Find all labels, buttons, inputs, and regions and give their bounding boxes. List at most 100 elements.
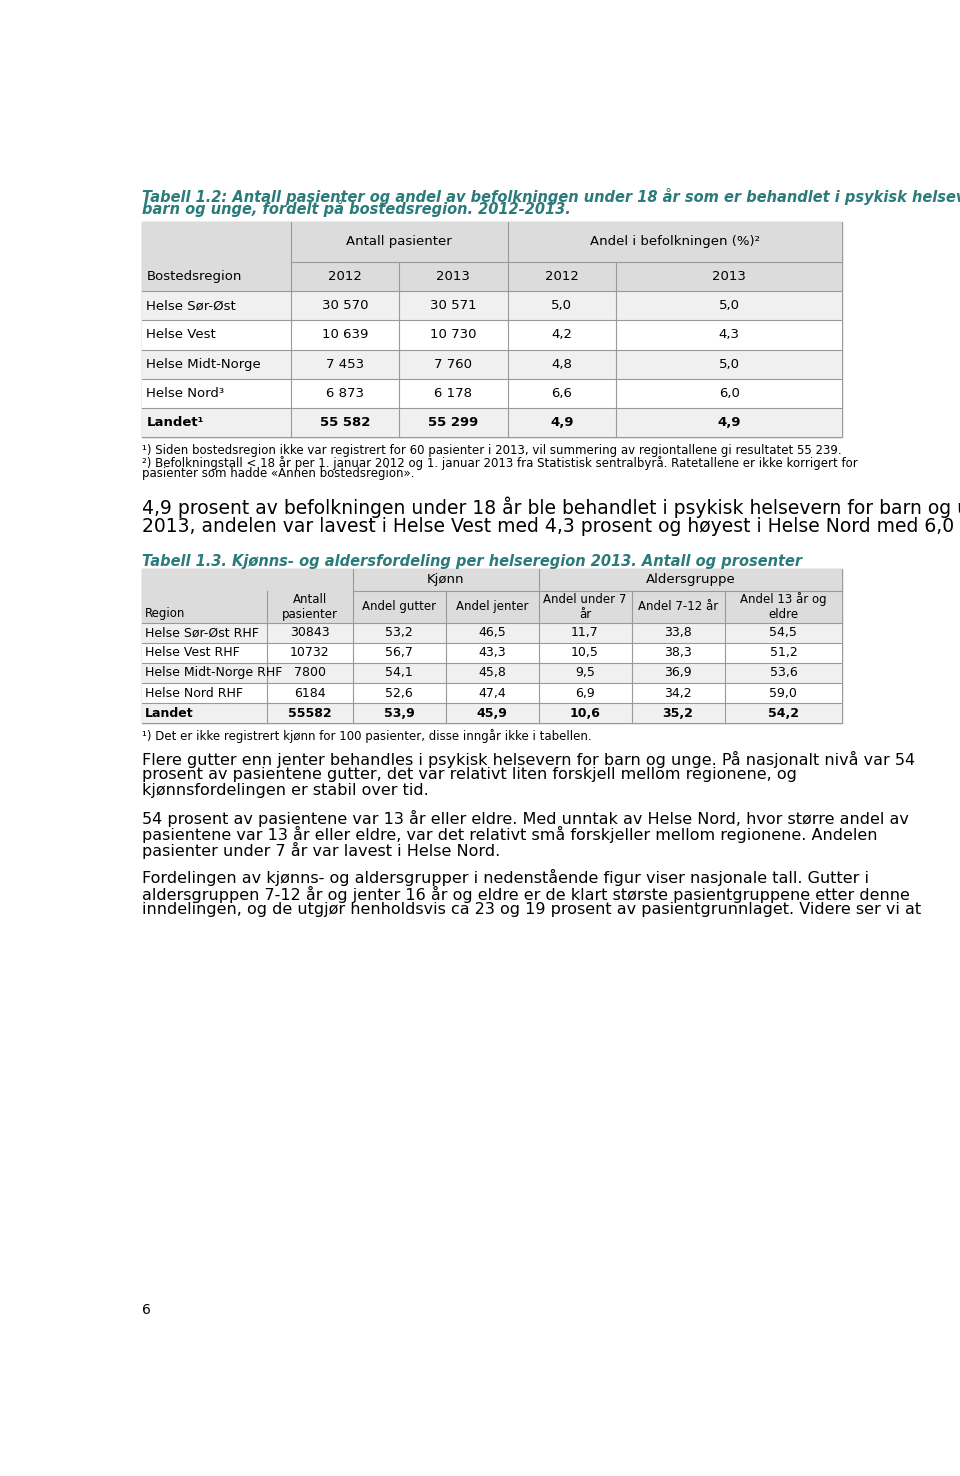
Text: ²) Befolkningstall < 18 år per 1. januar 2012 og 1. januar 2013 fra Statistisk s: ²) Befolkningstall < 18 år per 1. januar…	[142, 456, 857, 469]
Text: 43,3: 43,3	[478, 646, 506, 660]
Text: 6,6: 6,6	[551, 387, 572, 400]
Text: 10 730: 10 730	[430, 329, 476, 341]
Text: prosent av pasientene gutter, det var relativt liten forskjell mellom regionene,: prosent av pasientene gutter, det var re…	[142, 768, 797, 782]
Text: 10732: 10732	[290, 646, 329, 660]
Bar	[142, 409, 842, 437]
Bar	[142, 291, 842, 320]
Text: 6: 6	[142, 1303, 151, 1317]
Text: 45,8: 45,8	[478, 667, 506, 679]
Text: Tabell 1.2: Antall pasienter og andel av befolkningen under 18 år som er behandl: Tabell 1.2: Antall pasienter og andel av…	[142, 187, 960, 205]
Text: 47,4: 47,4	[478, 686, 506, 700]
Text: Helse Nord RHF: Helse Nord RHF	[145, 686, 243, 700]
Bar	[142, 570, 842, 590]
Bar	[142, 221, 842, 437]
Text: pasienter under 7 år var lavest i Helse Nord.: pasienter under 7 år var lavest i Helse …	[142, 843, 500, 859]
Text: Kjønn: Kjønn	[427, 573, 465, 586]
Text: 30843: 30843	[290, 626, 329, 639]
Bar	[142, 703, 842, 723]
Text: Landet: Landet	[145, 707, 193, 719]
Text: 53,9: 53,9	[384, 707, 415, 719]
Text: inndelingen, og de utgjør henholdsvis ca 23 og 19 prosent av pasientgrunnlaget. : inndelingen, og de utgjør henholdsvis ca…	[142, 902, 921, 917]
Text: 56,7: 56,7	[385, 646, 413, 660]
Text: Region: Region	[145, 607, 185, 620]
Text: 54 prosent av pasientene var 13 år eller eldre. Med unntak av Helse Nord, hvor s: 54 prosent av pasientene var 13 år eller…	[142, 810, 908, 827]
Text: Helse Sør-Øst: Helse Sør-Øst	[146, 300, 236, 313]
Text: 4,2: 4,2	[551, 329, 572, 341]
Text: Flere gutter enn jenter behandles i psykisk helsevern for barn og unge. På nasjo: Flere gutter enn jenter behandles i psyk…	[142, 751, 915, 768]
Text: 4,9: 4,9	[550, 416, 573, 430]
Text: Antall pasienter: Antall pasienter	[347, 235, 452, 248]
Text: 36,9: 36,9	[664, 667, 692, 679]
Text: Helse Vest: Helse Vest	[146, 329, 216, 341]
Bar	[142, 379, 842, 409]
Text: 38,3: 38,3	[664, 646, 692, 660]
Text: 9,5: 9,5	[575, 667, 595, 679]
Text: Fordelingen av kjønns- og aldersgrupper i nedenstående figur viser nasjonale tal: Fordelingen av kjønns- og aldersgrupper …	[142, 869, 869, 887]
Text: Bostedsregion: Bostedsregion	[146, 270, 242, 283]
Bar	[142, 683, 842, 703]
Text: Andel i befolkningen (%)²: Andel i befolkningen (%)²	[589, 235, 760, 248]
Text: Landet¹: Landet¹	[146, 416, 204, 430]
Text: Antall
pasienter: Antall pasienter	[282, 593, 338, 621]
Text: Helse Midt-Norge: Helse Midt-Norge	[146, 357, 261, 370]
Text: 2013: 2013	[712, 270, 746, 283]
Bar	[142, 570, 842, 723]
Text: 52,6: 52,6	[385, 686, 413, 700]
Text: 51,2: 51,2	[770, 646, 797, 660]
Text: Andel under 7
år: Andel under 7 år	[543, 593, 627, 621]
Bar	[142, 221, 842, 261]
Text: 6184: 6184	[294, 686, 325, 700]
Text: 54,2: 54,2	[768, 707, 799, 719]
Text: pasientene var 13 år eller eldre, var det relativt små forskjeller mellom region: pasientene var 13 år eller eldre, var de…	[142, 827, 877, 843]
Bar	[142, 644, 842, 663]
Bar	[142, 261, 842, 291]
Text: 30 570: 30 570	[322, 300, 368, 313]
Text: 11,7: 11,7	[571, 626, 599, 639]
Text: 45,9: 45,9	[476, 707, 508, 719]
Text: 2013: 2013	[436, 270, 470, 283]
Bar	[142, 663, 842, 683]
Text: pasienter som hadde «Annen bostedsregion».: pasienter som hadde «Annen bostedsregion…	[142, 468, 414, 480]
Text: 55 299: 55 299	[428, 416, 478, 430]
Text: kjønnsfordelingen er stabil over tid.: kjønnsfordelingen er stabil over tid.	[142, 784, 428, 799]
Bar	[142, 623, 842, 644]
Text: 6,9: 6,9	[575, 686, 595, 700]
Text: 10,6: 10,6	[569, 707, 600, 719]
Text: 4,9 prosent av befolkningen under 18 år ble behandlet i psykisk helsevern for ba: 4,9 prosent av befolkningen under 18 år …	[142, 496, 960, 518]
Text: 6 873: 6 873	[325, 387, 364, 400]
Text: 10,5: 10,5	[571, 646, 599, 660]
Text: 5,0: 5,0	[551, 300, 572, 313]
Text: Andel 7-12 år: Andel 7-12 år	[637, 601, 718, 614]
Text: 54,5: 54,5	[770, 626, 798, 639]
Text: 7 453: 7 453	[325, 357, 364, 370]
Text: Helse Midt-Norge RHF: Helse Midt-Norge RHF	[145, 667, 282, 679]
Text: Andel 13 år og
eldre: Andel 13 år og eldre	[740, 592, 827, 621]
Text: 2012: 2012	[545, 270, 579, 283]
Text: 2013, andelen var lavest i Helse Vest med 4,3 prosent og høyest i Helse Nord med: 2013, andelen var lavest i Helse Vest me…	[142, 517, 960, 536]
Text: Helse Nord³: Helse Nord³	[146, 387, 225, 400]
Text: 35,2: 35,2	[662, 707, 693, 719]
Text: barn og unge, fordelt på bostedsregion. 2012-2013.: barn og unge, fordelt på bostedsregion. …	[142, 201, 570, 217]
Bar	[142, 590, 842, 623]
Text: 7800: 7800	[294, 667, 325, 679]
Text: 10 639: 10 639	[322, 329, 368, 341]
Bar	[142, 320, 842, 350]
Text: 7 760: 7 760	[434, 357, 472, 370]
Text: 53,2: 53,2	[385, 626, 413, 639]
Text: 5,0: 5,0	[719, 300, 739, 313]
Text: 55582: 55582	[288, 707, 332, 719]
Text: 30 571: 30 571	[430, 300, 476, 313]
Text: Aldersgruppe: Aldersgruppe	[645, 573, 735, 586]
Text: 34,2: 34,2	[664, 686, 692, 700]
Text: 33,8: 33,8	[664, 626, 692, 639]
Text: 55 582: 55 582	[320, 416, 370, 430]
Text: 6,0: 6,0	[719, 387, 739, 400]
Text: 53,6: 53,6	[770, 667, 797, 679]
Text: ¹) Det er ikke registrert kjønn for 100 pasienter, disse inngår ikke i tabellen.: ¹) Det er ikke registrert kjønn for 100 …	[142, 729, 591, 744]
Text: 46,5: 46,5	[478, 626, 506, 639]
Bar	[142, 350, 842, 379]
Text: 59,0: 59,0	[770, 686, 798, 700]
Text: Helse Sør-Øst RHF: Helse Sør-Øst RHF	[145, 626, 258, 639]
Text: Andel gutter: Andel gutter	[362, 601, 436, 614]
Text: 6 178: 6 178	[434, 387, 472, 400]
